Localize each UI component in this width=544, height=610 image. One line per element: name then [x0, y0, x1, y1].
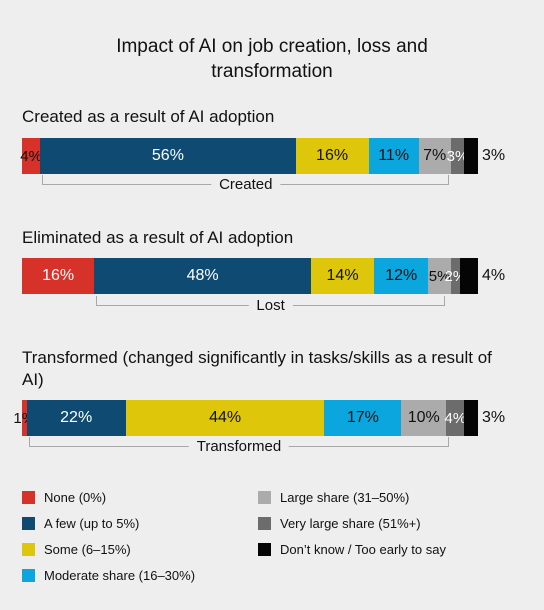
- data-label: 5%: [428, 267, 451, 285]
- bar-segment: 56%: [40, 138, 296, 174]
- bracket-label: Transformed: [188, 438, 290, 456]
- bracket: Transformed: [28, 437, 450, 456]
- bar-segment: 3%: [447, 138, 468, 174]
- chart-title: Impact of AI on job creation, loss and t…: [116, 36, 428, 82]
- bar-segment: 16%: [22, 258, 95, 294]
- stacked-bar: 1% 22% 44% 17% 10% 4%: [13, 400, 478, 436]
- legend-swatch: [258, 517, 271, 530]
- legend-label: None (0%): [44, 490, 107, 505]
- legend-label: Don’t know / Too early to say: [280, 542, 446, 557]
- bar-segment: 17%: [324, 400, 402, 436]
- legend-item: Very large share (51%+): [258, 516, 421, 531]
- section-title: Eliminated as a result of AI adoption: [22, 228, 294, 247]
- data-label: 48%: [186, 267, 219, 284]
- bar-segment: 4%: [20, 138, 42, 174]
- data-label: 4%: [482, 267, 506, 284]
- legend-item: Large share (31–50%): [258, 490, 409, 505]
- data-label: 56%: [151, 147, 184, 164]
- legend-label: Some (6–15%): [44, 542, 131, 557]
- data-label: 16%: [42, 267, 75, 284]
- data-label: 16%: [316, 147, 349, 164]
- legend-label: Large share (31–50%): [280, 490, 410, 505]
- bar-segment: 16%: [295, 138, 369, 174]
- data-label: 4%: [20, 147, 42, 165]
- bar-segment: 5%: [428, 258, 451, 294]
- bar-segment: 4%: [444, 400, 467, 436]
- legend-label: A few (up to 5%): [44, 516, 140, 531]
- stacked-bar: 4% 56% 16% 11% 7% 3%: [20, 138, 478, 174]
- bar-segment: 14%: [310, 258, 375, 294]
- bar-segment: [464, 138, 478, 174]
- bar-segment: 48%: [94, 258, 311, 294]
- legend-swatch: [22, 543, 35, 556]
- stacked-bar: 16% 48% 14% 12% 5% 2%: [22, 258, 478, 294]
- bar-segment: [459, 258, 478, 294]
- legend-swatch: [258, 491, 271, 504]
- data-label: 3%: [482, 147, 506, 164]
- section-title: Transformed (changed significantly in ta…: [22, 348, 492, 389]
- bar-segment: 10%: [401, 400, 447, 436]
- data-label: 22%: [60, 409, 93, 426]
- legend-item: A few (up to 5%): [22, 516, 139, 531]
- legend-label: Very large share (51%+): [280, 516, 421, 531]
- bar-segment: [464, 400, 478, 436]
- data-label: 3%: [482, 409, 506, 426]
- bar-segment: 2%: [445, 258, 466, 294]
- data-label: 17%: [346, 409, 379, 426]
- legend-swatch: [22, 569, 35, 582]
- section-title: Created as a result of AI adoption: [22, 107, 275, 126]
- legend-swatch: [258, 543, 271, 556]
- data-label: 44%: [209, 409, 242, 426]
- data-label: 4%: [444, 409, 467, 427]
- data-label: 7%: [423, 147, 447, 164]
- bar-segment: 22%: [26, 400, 126, 436]
- legend-swatch: [22, 491, 35, 504]
- bar-segment: 12%: [374, 258, 429, 294]
- bar-segment: 11%: [368, 138, 419, 174]
- bracket: Created: [42, 175, 450, 194]
- data-label: 11%: [378, 147, 410, 164]
- bar-segment: 44%: [125, 400, 325, 436]
- data-label: 3%: [446, 147, 469, 165]
- data-label: 14%: [326, 267, 359, 284]
- bracket-label: Created: [211, 176, 281, 194]
- legend-label: Moderate share (16–30%): [44, 568, 196, 583]
- bracket: Lost: [96, 296, 445, 315]
- legend-item: Moderate share (16–30%): [22, 568, 195, 583]
- legend-item: Some (6–15%): [22, 542, 131, 557]
- data-label: 10%: [407, 409, 440, 426]
- bracket-label: Lost: [248, 297, 293, 315]
- legend-swatch: [22, 517, 35, 530]
- legend-item: Don’t know / Too early to say: [258, 542, 446, 557]
- legend-item: None (0%): [22, 490, 106, 505]
- data-label: 12%: [385, 267, 418, 284]
- bar-segment: 7%: [418, 138, 451, 174]
